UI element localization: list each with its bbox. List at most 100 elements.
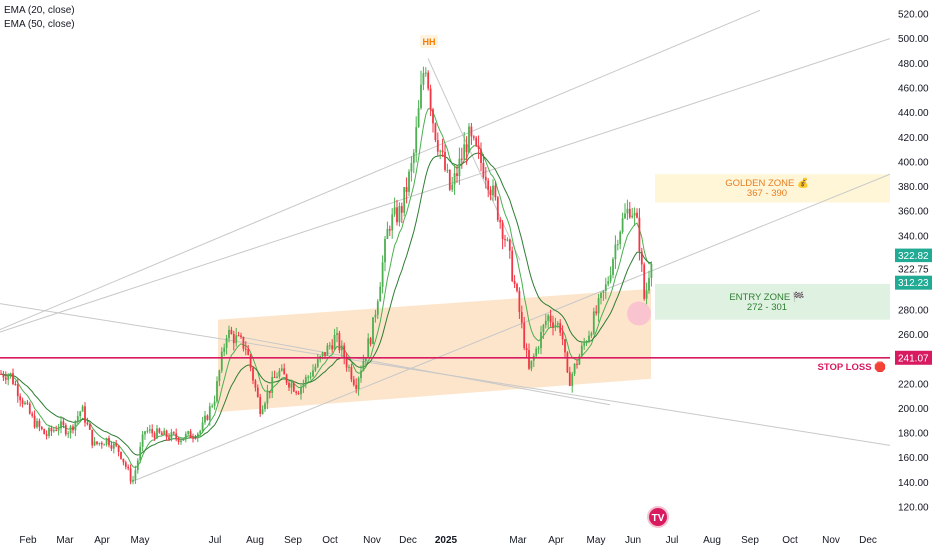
- candle-body: [482, 163, 485, 177]
- candle-body: [643, 264, 646, 299]
- y-tick-label: 440.00: [898, 108, 929, 119]
- candle-body: [304, 377, 307, 384]
- candle-body: [508, 239, 511, 251]
- candle-body: [362, 360, 365, 371]
- x-tick-label: Oct: [782, 535, 798, 546]
- candle-body: [564, 339, 566, 353]
- candle-body: [328, 345, 331, 347]
- candle-body: [326, 345, 329, 356]
- candle-body: [364, 357, 367, 361]
- trendline-upper: [0, 9, 761, 330]
- candle-body: [36, 420, 38, 428]
- candle-body: [199, 431, 202, 434]
- candle-body: [489, 189, 492, 196]
- candle-body: [285, 374, 288, 383]
- candle-body: [458, 158, 461, 176]
- ema20-legend[interactable]: EMA (20, close): [4, 5, 75, 16]
- candle-body: [417, 108, 420, 128]
- candle-body: [247, 349, 250, 355]
- candle-body: [213, 401, 216, 406]
- candle-body: [592, 311, 595, 334]
- candle-body: [530, 360, 533, 369]
- candle-body: [160, 432, 163, 435]
- candle-body: [38, 420, 41, 427]
- candle-body: [388, 229, 391, 231]
- price-tag-ema20-bg: [895, 248, 932, 263]
- candle-body: [338, 333, 341, 351]
- candle-body: [451, 184, 454, 190]
- candle-body: [441, 150, 444, 153]
- candle-body: [439, 150, 442, 152]
- candle-body: [170, 432, 173, 440]
- candle-body: [124, 462, 127, 467]
- candle-body: [168, 437, 170, 440]
- candle-body: [453, 173, 456, 185]
- candle-body: [14, 383, 17, 385]
- candle-body: [220, 351, 223, 371]
- candle-body: [163, 430, 166, 435]
- candle-body: [69, 426, 72, 434]
- candle-body: [396, 207, 398, 223]
- x-tick-label: Apr: [94, 535, 110, 546]
- candle-body: [184, 433, 187, 440]
- candle-body: [434, 123, 437, 141]
- candle-body: [513, 280, 516, 285]
- candle-body: [588, 335, 590, 343]
- candle-body: [60, 421, 62, 429]
- candle-body: [256, 387, 259, 398]
- candle-body: [566, 352, 569, 373]
- price-tag-stop-bg: [895, 350, 932, 365]
- candle-body: [276, 376, 278, 378]
- candle-body: [0, 373, 2, 375]
- candle-body: [139, 446, 142, 461]
- candle-body: [415, 127, 418, 153]
- ema50-line: [0, 152, 652, 456]
- candle-body: [230, 329, 233, 334]
- candle-body: [148, 429, 151, 431]
- candle-body: [448, 169, 451, 190]
- candle-body: [321, 352, 324, 357]
- candle-body: [309, 376, 312, 378]
- candle-body: [636, 212, 638, 218]
- candle-body: [547, 315, 550, 321]
- candle-body: [436, 140, 439, 152]
- y-tick-label: 140.00: [898, 478, 929, 489]
- candle-body: [196, 433, 199, 439]
- candle-body: [559, 323, 562, 333]
- candle-body: [537, 348, 540, 350]
- candle-body: [403, 187, 406, 213]
- candle-body: [261, 409, 264, 414]
- x-tick-label: Oct: [322, 535, 338, 546]
- candle-body: [544, 320, 547, 325]
- candle-body: [232, 333, 235, 344]
- stop-loss-label: STOP LOSS 🛑: [818, 361, 887, 373]
- tradingview-logo-icon[interactable]: TV: [647, 506, 669, 528]
- x-tick-label: Nov: [822, 535, 840, 546]
- candle-body: [45, 434, 48, 436]
- candle-body: [422, 73, 425, 85]
- candle-body: [175, 433, 178, 439]
- candle-body: [475, 137, 478, 146]
- candle-body: [88, 424, 91, 430]
- candle-body: [55, 429, 58, 431]
- y-tick-label: 400.00: [898, 157, 929, 168]
- x-tick-label: Jul: [209, 535, 222, 546]
- candle-body: [609, 274, 612, 282]
- candle-body: [523, 322, 526, 349]
- candle-body: [194, 437, 197, 439]
- candle-body: [81, 406, 84, 412]
- candle-body: [619, 231, 622, 245]
- candle-body: [24, 402, 26, 405]
- candle-body: [187, 431, 190, 434]
- candle-body: [372, 317, 374, 345]
- candle-body: [115, 443, 118, 446]
- ema50-legend[interactable]: EMA (50, close): [4, 19, 75, 30]
- price-tag-close: 322.75: [898, 265, 929, 276]
- candle-body: [540, 331, 542, 349]
- candle-body: [427, 72, 430, 89]
- candle-body: [273, 376, 276, 378]
- candle-body: [628, 208, 631, 218]
- entry-zone-range: 272 - 301: [747, 302, 787, 313]
